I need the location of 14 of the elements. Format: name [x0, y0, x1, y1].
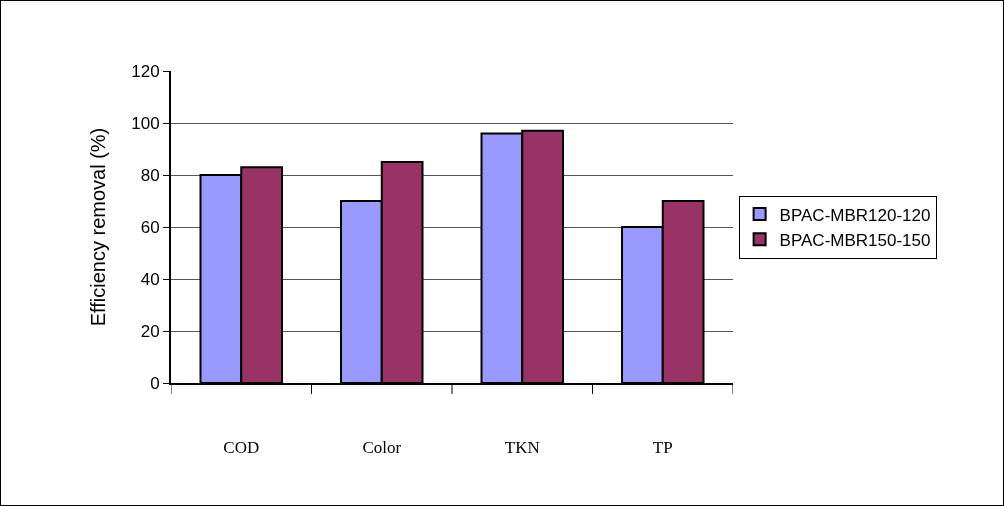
y-tick-label: 40 — [140, 269, 160, 289]
y-tick-label: 0 — [150, 373, 160, 393]
x-tick-label: TKN — [504, 438, 540, 458]
y-tick-label: 100 — [131, 113, 160, 133]
y-axis-title: Efficiency removal (%) — [87, 127, 110, 327]
y-tick-label: 80 — [140, 165, 160, 185]
y-tick-label: 60 — [140, 217, 160, 237]
x-tick-label: TP — [652, 438, 673, 458]
legend-label: BPAC-MBR150-150 — [779, 230, 931, 250]
y-tick-label: 120 — [131, 61, 160, 81]
y-tick-label: 20 — [140, 321, 160, 341]
x-tick-label: COD — [223, 438, 260, 458]
legend-label: BPAC-MBR120-120 — [779, 205, 931, 225]
x-tick-label: Color — [362, 438, 402, 458]
